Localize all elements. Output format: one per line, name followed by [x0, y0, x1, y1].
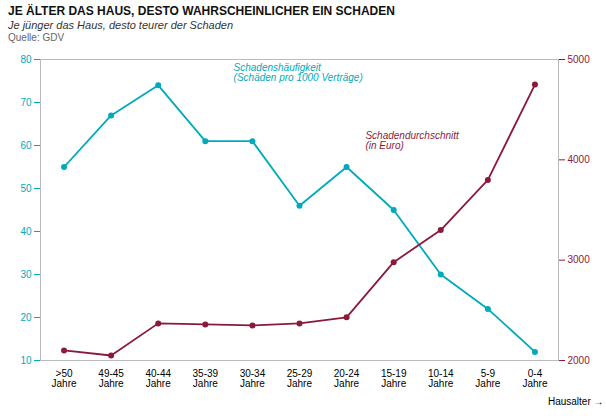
- svg-text:Schadenshäufigkeit(Schäden pro: Schadenshäufigkeit(Schäden pro 1000 Vert…: [234, 62, 363, 83]
- svg-text:10: 10: [20, 355, 32, 366]
- svg-text:10-14Jahre: 10-14Jahre: [428, 368, 454, 389]
- svg-text:3000: 3000: [568, 254, 591, 265]
- svg-text:Hausalter →: Hausalter →: [548, 396, 604, 407]
- svg-text:4000: 4000: [568, 154, 591, 165]
- svg-text:25-29Jahre: 25-29Jahre: [287, 368, 313, 389]
- svg-text:0-4Jahre: 0-4Jahre: [522, 368, 547, 389]
- svg-text:50: 50: [20, 183, 32, 194]
- svg-text:5-9Jahre: 5-9Jahre: [475, 368, 500, 389]
- svg-text:30-34Jahre: 30-34Jahre: [240, 368, 266, 389]
- svg-text:30: 30: [20, 269, 32, 280]
- svg-text:70: 70: [20, 97, 32, 108]
- svg-text:35-39Jahre: 35-39Jahre: [193, 368, 219, 389]
- html-text:Quelle: GDV: Quelle: GDV: [8, 32, 65, 43]
- html-text:JE ÄLTER DAS HAUS, DESTO WAHRS: JE ÄLTER DAS HAUS, DESTO WAHRSCHEINLICHE…: [8, 4, 395, 18]
- svg-text:60: 60: [20, 140, 32, 151]
- svg-text:2000: 2000: [568, 355, 591, 366]
- svg-text:>50Jahre: >50Jahre: [52, 368, 77, 389]
- html-text:Je jünger das Haus, desto teur: Je jünger das Haus, desto teurer der Sch…: [8, 19, 233, 31]
- svg-text:20: 20: [20, 312, 32, 323]
- svg-text:40-44Jahre: 40-44Jahre: [145, 368, 171, 389]
- svg-text:49-45Jahre: 49-45Jahre: [98, 368, 124, 389]
- svg-text:20-24Jahre: 20-24Jahre: [334, 368, 360, 389]
- svg-text:Schadendurchschnitt(in Euro): Schadendurchschnitt(in Euro): [365, 130, 460, 151]
- svg-text:15-19Jahre: 15-19Jahre: [381, 368, 407, 389]
- svg-text:80: 80: [20, 54, 32, 65]
- svg-text:40: 40: [20, 226, 32, 237]
- svg-text:5000: 5000: [568, 54, 591, 65]
